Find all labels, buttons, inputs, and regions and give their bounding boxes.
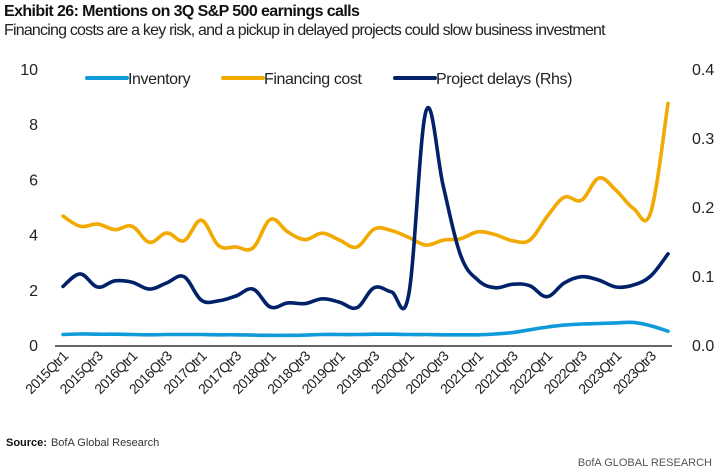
series-line-inventory [61,320,670,338]
legend: Inventory Financing cost Project delays (R… [85,71,573,88]
legend-label-inventory: Inventory [128,71,191,88]
source-label: Source: [6,437,47,449]
y-tick-label: 8 [29,117,38,134]
right-y-axis: 0.0 0.1 0.2 0.3 0.4 [692,62,714,355]
legend-label-financing-cost: Financing cost [264,71,363,88]
y-tick-label: 2 [29,283,38,300]
series-line-project-delays-rhs [61,106,670,311]
source-note: Source: BofA Global Research [6,437,159,449]
y-right-tick-label: 0.0 [692,338,714,355]
y-tick-label: 4 [29,228,38,245]
chart-subtitle: Financing costs are a key risk, and a pi… [4,22,606,39]
y-right-tick-label: 0.3 [692,131,714,148]
brand-label: BofA GLOBAL RESEARCH [577,457,712,469]
y-tick-label: 10 [20,62,38,79]
chart-title: Exhibit 26: Mentions on 3Q S&P 500 earni… [4,3,360,20]
y-tick-label: 6 [29,172,38,189]
legend-label-project-delays-rhs: Project delays (Rhs) [436,71,572,88]
series-line-financing-cost [61,101,670,252]
series-lines [61,101,670,338]
y-right-tick-label: 0.1 [692,269,714,286]
y-tick-label: 0 [29,338,38,355]
y-right-tick-label: 0.4 [692,62,714,79]
x-axis: 2015Qtr12015Qtr32016Qtr12016Qtr32017Qtr1… [22,347,659,397]
left-y-axis: 0 2 4 6 8 10 [20,62,38,355]
source-text: BofA Global Research [50,437,160,449]
y-right-tick-label: 0.2 [692,200,714,217]
